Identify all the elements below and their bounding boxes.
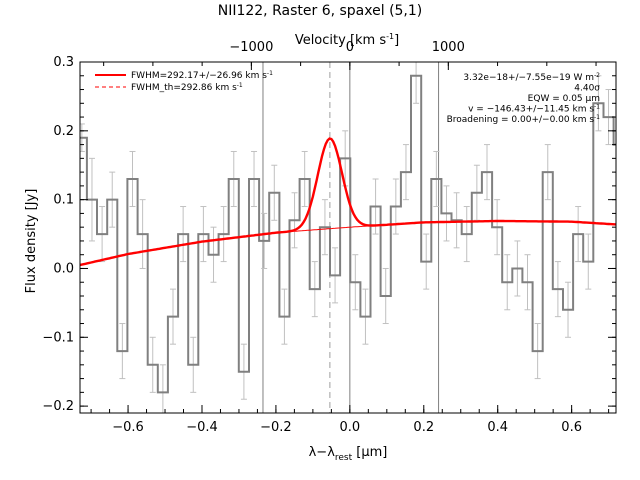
x-tick-label: 0.2 [413,420,434,435]
annotation-main: EQW = 0.05 μm [528,94,600,104]
annotation-main: v = −146.43+/−11.45 km s [468,105,594,115]
top-axis-tick-label: 1000 [432,40,465,55]
x-tick-label: −0.6 [112,420,144,435]
y-tick-label: −0.1 [42,330,74,345]
annotation-main: 4.40σ [574,84,600,94]
annotation-sup: -1 [594,114,600,121]
x-axis-label: λ−λrest [μm] [309,445,388,463]
x-tick-label: −0.4 [186,420,218,435]
top-axis-tick-label: 0 [346,40,354,55]
legend-label-sup: -1 [267,70,273,77]
chart-title: NII122, Raster 6, spaxel (5,1) [218,3,423,19]
legend-label-text: FWHM=292.17+/−26.96 km s [131,71,267,81]
y-tick-label: 0.1 [53,193,74,208]
top-axis-tick-label: −1000 [229,40,273,55]
y-tick-label: 0.3 [53,55,74,70]
legend-label-sup: -1 [237,82,243,89]
y-tick-label: −0.2 [42,399,74,414]
legend-label: FWHM=292.17+/−26.96 km s-1 [131,70,273,81]
x-tick-label: −0.2 [260,420,292,435]
annotation-text: v = −146.43+/−11.45 km s-1 [468,104,600,115]
annotation-sup: -2 [594,72,600,79]
annotation-text: Broadening = 0.00+/−0.00 km s-1 [447,114,601,125]
legend-label-text: FWHM_th=292.86 km s [131,83,237,93]
x-tick-label: 0.4 [487,420,508,435]
y-tick-label: 0.0 [53,261,74,276]
top-axis-label-sup: -1 [386,32,394,41]
annotation-main: Broadening = 0.00+/−0.00 km s [447,115,595,125]
x-axis-label-sub: rest [335,453,353,463]
annotation-main: 3.32e−18+/−7.55e−19 W m [463,73,594,83]
annotation-text: 4.40σ [574,84,600,94]
legend-label: FWHM_th=292.86 km s-1 [131,82,243,93]
y-tick-label: 0.2 [53,124,74,139]
y-axis-label: Flux density [Jy] [24,189,39,294]
annotation-text: EQW = 0.05 μm [528,94,600,104]
x-tick-label: 0.6 [561,420,582,435]
annotation-text: 3.32e−18+/−7.55e−19 W m-2 [463,72,600,83]
spectrum-chart: NII122, Raster 6, spaxel (5,1) Velocity … [0,0,640,480]
fit-baseline [80,221,616,265]
x-tick-label: 0.0 [340,420,361,435]
annotation-sup: -1 [594,104,600,111]
